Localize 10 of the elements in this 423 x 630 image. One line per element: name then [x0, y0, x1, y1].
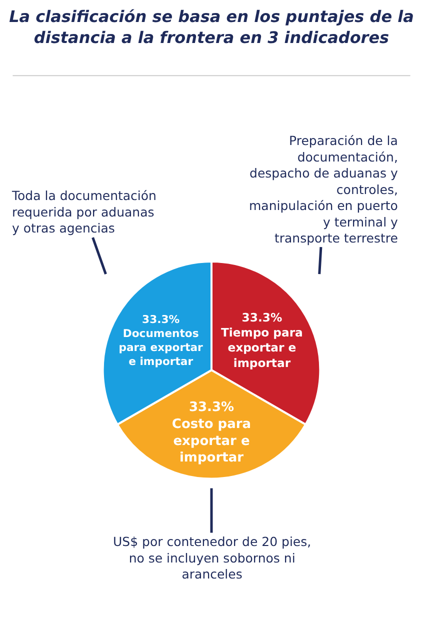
- slice-label: Tiempo para exportar e importar: [220, 326, 303, 370]
- text: Toda la documentación requerida por aduanas y otras agencias: [11, 188, 156, 236]
- text: Preparación de la documentación, despacho de aduanas y controles, manipulación en puerto y terminal y transporte terrestre: [249, 133, 399, 246]
- text: US$ por contenedor de 20 pies, no se incluyen sobornos ni aranceles: [113, 534, 312, 582]
- data-label: 33.3%: [142, 312, 180, 326]
- slice-label: Documentos para exportar e importar: [118, 326, 204, 368]
- data-label: 33.3%: [242, 310, 282, 324]
- chart-title: La clasificación se basa en los puntajes de la distancia a la frontera en 3 indicadores: [9, 7, 414, 47]
- data-label: 33.3%: [188, 400, 234, 416]
- slice-label: Costo para exportar e importar: [172, 416, 252, 466]
